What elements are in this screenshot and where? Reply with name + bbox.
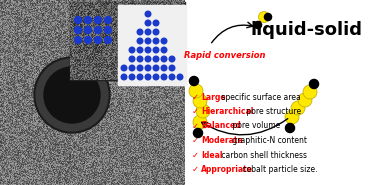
Bar (70, 2, 185, 80)
Text: Ideal: Ideal (201, 151, 223, 159)
Circle shape (137, 56, 143, 62)
Circle shape (34, 57, 110, 133)
Text: ✓: ✓ (192, 107, 199, 116)
Circle shape (189, 84, 203, 98)
Text: Moderate: Moderate (201, 136, 243, 145)
Circle shape (153, 65, 159, 71)
Circle shape (153, 56, 159, 62)
Text: ✓: ✓ (192, 92, 199, 102)
Circle shape (74, 36, 82, 43)
Circle shape (121, 65, 127, 71)
Circle shape (145, 11, 151, 17)
Circle shape (298, 93, 312, 107)
Text: Large: Large (201, 92, 226, 102)
Circle shape (104, 36, 112, 43)
Circle shape (129, 65, 135, 71)
Circle shape (254, 21, 262, 28)
Circle shape (94, 16, 102, 23)
Circle shape (189, 76, 198, 85)
Circle shape (285, 123, 294, 132)
Circle shape (153, 38, 159, 44)
Bar (0, 0, 185, 185)
Circle shape (145, 65, 151, 71)
Circle shape (169, 74, 175, 80)
Circle shape (137, 65, 143, 71)
Text: ✓: ✓ (192, 136, 199, 145)
Text: liquid-solid: liquid-solid (251, 21, 363, 39)
Text: graphitic-N content: graphitic-N content (229, 136, 307, 145)
Circle shape (44, 67, 100, 123)
Circle shape (36, 59, 108, 131)
Text: Appropriate: Appropriate (201, 165, 253, 174)
Bar (185, 0, 378, 185)
Circle shape (85, 16, 91, 23)
Text: Balanced: Balanced (201, 122, 241, 130)
Text: Rapid conversion: Rapid conversion (184, 51, 266, 60)
Circle shape (153, 47, 159, 53)
Circle shape (169, 65, 175, 71)
Text: ✓: ✓ (192, 165, 199, 174)
Circle shape (121, 74, 127, 80)
Bar (118, 5, 186, 85)
Circle shape (137, 29, 143, 35)
Circle shape (161, 74, 167, 80)
Circle shape (196, 104, 210, 118)
Circle shape (193, 115, 207, 129)
Circle shape (145, 47, 151, 53)
Circle shape (74, 26, 82, 33)
Circle shape (137, 47, 143, 53)
Circle shape (161, 47, 167, 53)
Circle shape (194, 128, 203, 138)
Circle shape (291, 101, 305, 115)
Circle shape (129, 56, 135, 62)
Circle shape (303, 85, 317, 99)
Circle shape (129, 47, 135, 53)
Circle shape (74, 16, 82, 23)
Circle shape (94, 36, 102, 43)
Text: Hierarchical: Hierarchical (201, 107, 253, 116)
Circle shape (161, 38, 167, 44)
Circle shape (85, 36, 91, 43)
Text: ✓: ✓ (192, 151, 199, 159)
Circle shape (145, 29, 151, 35)
Circle shape (265, 14, 271, 21)
Circle shape (145, 56, 151, 62)
Circle shape (145, 74, 151, 80)
Text: carbon shell thickness: carbon shell thickness (219, 151, 307, 159)
Circle shape (193, 94, 207, 108)
Circle shape (161, 56, 167, 62)
Circle shape (145, 38, 151, 44)
Circle shape (129, 74, 135, 80)
Circle shape (137, 38, 143, 44)
Circle shape (169, 56, 175, 62)
Text: cobalt particle size.: cobalt particle size. (240, 165, 318, 174)
Circle shape (104, 26, 112, 33)
Circle shape (177, 74, 183, 80)
Circle shape (94, 26, 102, 33)
Text: pore volume: pore volume (229, 122, 280, 130)
Circle shape (153, 29, 159, 35)
Circle shape (145, 20, 151, 26)
Circle shape (161, 65, 167, 71)
Circle shape (153, 20, 159, 26)
Circle shape (137, 74, 143, 80)
Text: pore structure: pore structure (243, 107, 301, 116)
Circle shape (285, 110, 299, 124)
Text: specific surface area: specific surface area (219, 92, 301, 102)
Circle shape (104, 16, 112, 23)
Circle shape (310, 79, 319, 89)
Circle shape (85, 26, 91, 33)
Circle shape (153, 74, 159, 80)
Circle shape (259, 11, 270, 23)
Text: ✓: ✓ (192, 122, 199, 130)
